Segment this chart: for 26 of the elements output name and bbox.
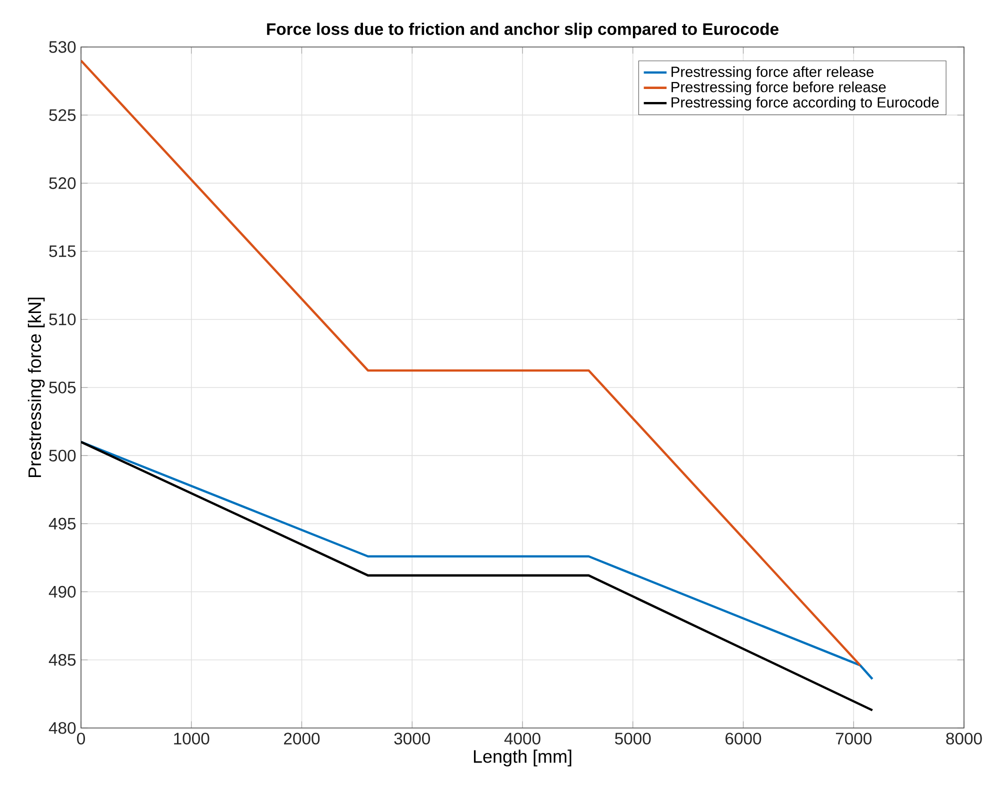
y-axis-title: Prestressing force [kN] xyxy=(28,298,45,478)
y-tick-label: 500 xyxy=(49,450,76,462)
y-tick-label: 520 xyxy=(49,177,76,190)
y-tick-label: 530 xyxy=(49,41,76,53)
x-axis-title: Length [mm] xyxy=(474,750,572,766)
y-tick-label: 480 xyxy=(48,722,76,734)
x-tick-label: 3000 xyxy=(394,732,430,744)
x-tick-label: 1000 xyxy=(174,732,210,744)
x-tick-label: 4000 xyxy=(504,732,540,744)
x-tick-label: 7000 xyxy=(836,732,872,744)
y-tick-label: 525 xyxy=(49,109,76,121)
y-tick-label: 495 xyxy=(48,518,76,530)
legend-label: Prestressing force before release xyxy=(672,82,886,96)
y-tick-label: 515 xyxy=(49,245,76,258)
legend-label: Prestressing force according to Eurocode xyxy=(672,96,939,110)
y-tick-label: 485 xyxy=(48,654,76,666)
chart-title: Force loss due to friction and anchor slip compared to Eurocode xyxy=(267,22,778,38)
y-tick-label: 510 xyxy=(49,313,76,326)
y-tick-label: 490 xyxy=(48,586,76,598)
y-tick-label: 505 xyxy=(49,382,76,394)
legend-label: Prestressing force after release xyxy=(672,66,874,80)
x-tick-label: 2000 xyxy=(284,732,320,744)
x-tick-label: 0 xyxy=(77,732,85,744)
x-tick-label: 8000 xyxy=(946,732,982,744)
x-tick-label: 6000 xyxy=(726,732,762,744)
x-tick-label: 5000 xyxy=(615,732,651,744)
